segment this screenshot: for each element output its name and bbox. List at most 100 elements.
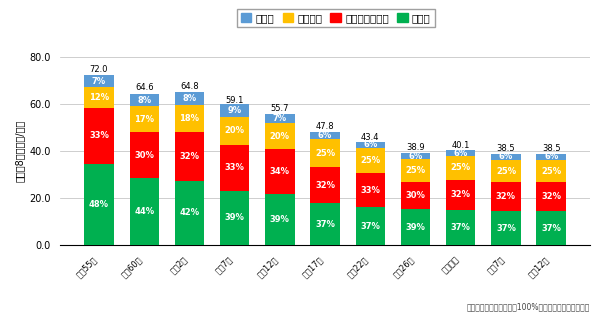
- Text: 6%: 6%: [363, 140, 377, 149]
- Bar: [220, 117, 249, 145]
- Text: 32%: 32%: [496, 192, 516, 201]
- Y-axis label: 補給汉8量（万㎥/日）: 補給汉8量（万㎥/日）: [15, 120, 25, 182]
- Bar: [536, 182, 566, 211]
- Text: 37%: 37%: [496, 224, 516, 233]
- Bar: [220, 191, 249, 245]
- Text: 37%: 37%: [451, 223, 471, 232]
- Text: 25%: 25%: [496, 166, 516, 176]
- Text: 48%: 48%: [89, 200, 109, 209]
- Text: 7%: 7%: [92, 77, 106, 86]
- Text: 6%: 6%: [318, 131, 332, 140]
- Text: 40.1: 40.1: [452, 141, 470, 149]
- Bar: [311, 133, 340, 139]
- Bar: [491, 182, 521, 211]
- Text: 32%: 32%: [541, 192, 561, 201]
- Bar: [220, 145, 249, 191]
- Text: 8%: 8%: [137, 96, 151, 105]
- Bar: [84, 108, 114, 164]
- Text: 25%: 25%: [541, 166, 561, 176]
- Text: 17%: 17%: [134, 115, 154, 124]
- Bar: [446, 210, 476, 245]
- Text: 12%: 12%: [89, 93, 109, 102]
- Text: 34%: 34%: [270, 167, 290, 176]
- Bar: [401, 153, 430, 159]
- Bar: [491, 211, 521, 245]
- Bar: [401, 209, 430, 245]
- Text: 43.4: 43.4: [361, 133, 379, 142]
- Bar: [491, 160, 521, 182]
- Bar: [129, 106, 159, 132]
- Text: 72.0: 72.0: [90, 65, 108, 74]
- Text: 55.7: 55.7: [271, 104, 289, 113]
- Text: 6%: 6%: [544, 153, 558, 161]
- Text: 33%: 33%: [89, 131, 109, 140]
- Text: 33%: 33%: [361, 186, 380, 195]
- Text: 6%: 6%: [454, 149, 468, 158]
- Text: 44%: 44%: [134, 207, 154, 216]
- Text: 25%: 25%: [451, 164, 471, 172]
- Text: 注）　端数処理の関係で100%とならない場合がある。: 注） 端数処理の関係で100%とならない場合がある。: [467, 302, 590, 311]
- Text: 37%: 37%: [315, 219, 335, 229]
- Bar: [220, 104, 249, 117]
- Text: 42%: 42%: [179, 208, 199, 217]
- Bar: [84, 75, 114, 87]
- Bar: [536, 211, 566, 245]
- Text: 39%: 39%: [406, 223, 426, 231]
- Text: 30%: 30%: [134, 151, 154, 160]
- Bar: [536, 154, 566, 160]
- Bar: [84, 164, 114, 245]
- Bar: [536, 160, 566, 182]
- Bar: [265, 123, 294, 149]
- Text: 6%: 6%: [499, 153, 513, 161]
- Text: 33%: 33%: [225, 163, 244, 172]
- Text: 47.8: 47.8: [316, 122, 334, 131]
- Text: 20%: 20%: [270, 132, 290, 141]
- Text: 37%: 37%: [541, 224, 561, 233]
- Bar: [129, 132, 159, 178]
- Text: 6%: 6%: [408, 152, 423, 160]
- Bar: [175, 132, 204, 181]
- Text: 32%: 32%: [451, 190, 471, 199]
- Text: 38.5: 38.5: [497, 144, 515, 153]
- Bar: [446, 156, 476, 180]
- Bar: [129, 178, 159, 245]
- Text: 32%: 32%: [179, 152, 199, 161]
- Bar: [311, 203, 340, 245]
- Text: 38.9: 38.9: [406, 143, 425, 152]
- Bar: [129, 94, 159, 106]
- Bar: [356, 142, 385, 148]
- Text: 37%: 37%: [361, 221, 380, 230]
- Bar: [265, 114, 294, 123]
- Text: 30%: 30%: [406, 191, 426, 200]
- Text: 59.1: 59.1: [226, 96, 244, 105]
- Legend: 河川水, 水道事業, 工業用水道事業, 地下水: 河川水, 水道事業, 工業用水道事業, 地下水: [237, 9, 435, 27]
- Bar: [175, 92, 204, 105]
- Bar: [356, 173, 385, 207]
- Bar: [401, 159, 430, 182]
- Text: 20%: 20%: [225, 126, 244, 135]
- Text: 64.6: 64.6: [135, 83, 154, 92]
- Bar: [265, 194, 294, 245]
- Text: 32%: 32%: [315, 181, 335, 190]
- Bar: [175, 181, 204, 245]
- Bar: [311, 139, 340, 167]
- Bar: [446, 150, 476, 156]
- Text: 7%: 7%: [273, 114, 287, 123]
- Text: 9%: 9%: [228, 106, 241, 115]
- Text: 39%: 39%: [225, 213, 244, 222]
- Text: 25%: 25%: [360, 156, 380, 165]
- Text: 39%: 39%: [270, 215, 290, 224]
- Text: 25%: 25%: [315, 149, 335, 158]
- Bar: [446, 180, 476, 210]
- Bar: [356, 207, 385, 245]
- Bar: [311, 167, 340, 203]
- Text: 64.8: 64.8: [180, 82, 199, 91]
- Text: 25%: 25%: [406, 166, 426, 175]
- Text: 18%: 18%: [179, 114, 199, 123]
- Bar: [84, 87, 114, 108]
- Text: 8%: 8%: [182, 94, 196, 103]
- Text: 38.5: 38.5: [542, 144, 560, 153]
- Bar: [401, 182, 430, 209]
- Bar: [356, 148, 385, 173]
- Bar: [175, 105, 204, 132]
